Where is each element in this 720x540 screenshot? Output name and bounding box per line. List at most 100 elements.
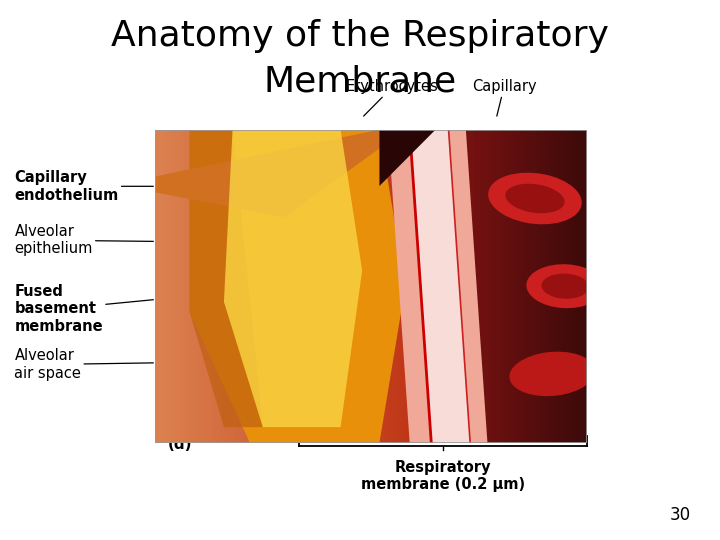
Bar xyxy=(487,130,489,443)
Bar xyxy=(328,130,329,443)
Bar xyxy=(570,130,571,443)
Bar xyxy=(544,130,545,443)
Bar xyxy=(440,130,441,443)
Bar xyxy=(270,130,271,443)
Bar xyxy=(205,130,207,443)
Bar xyxy=(218,130,220,443)
Bar xyxy=(493,130,495,443)
Bar xyxy=(271,130,273,443)
Bar xyxy=(322,130,323,443)
Bar xyxy=(508,130,509,443)
Bar xyxy=(584,130,585,443)
Bar xyxy=(489,130,490,443)
Bar xyxy=(279,130,280,443)
Bar xyxy=(572,130,574,443)
Bar xyxy=(510,130,512,443)
Bar xyxy=(398,130,400,443)
Bar xyxy=(462,130,463,443)
Bar xyxy=(405,130,407,443)
Bar xyxy=(335,130,336,443)
Bar xyxy=(415,130,417,443)
Ellipse shape xyxy=(526,264,604,308)
Bar xyxy=(562,130,564,443)
Bar xyxy=(485,130,486,443)
Bar xyxy=(512,130,513,443)
Bar xyxy=(315,130,316,443)
Bar xyxy=(172,130,174,443)
Bar xyxy=(237,130,238,443)
Bar xyxy=(277,130,279,443)
Bar xyxy=(551,130,552,443)
Bar xyxy=(525,130,526,443)
Bar xyxy=(526,130,528,443)
Bar xyxy=(286,130,287,443)
Bar xyxy=(388,130,390,443)
Bar xyxy=(282,130,283,443)
Bar xyxy=(374,130,375,443)
Bar xyxy=(459,130,460,443)
Polygon shape xyxy=(388,130,487,443)
Bar xyxy=(449,130,450,443)
Bar xyxy=(330,130,332,443)
Bar xyxy=(292,130,293,443)
Bar xyxy=(384,130,385,443)
Bar xyxy=(263,130,264,443)
Bar xyxy=(372,130,374,443)
Bar xyxy=(161,130,162,443)
Bar xyxy=(342,130,343,443)
Bar xyxy=(247,130,248,443)
Bar xyxy=(379,130,381,443)
Bar xyxy=(222,130,224,443)
Bar xyxy=(401,130,402,443)
Text: Alveolar
epithelium: Alveolar epithelium xyxy=(14,224,153,256)
Bar xyxy=(431,130,433,443)
Bar xyxy=(307,130,309,443)
Bar xyxy=(470,130,472,443)
Bar xyxy=(260,130,261,443)
Bar xyxy=(408,130,410,443)
Bar xyxy=(349,130,351,443)
Polygon shape xyxy=(189,130,405,443)
Bar xyxy=(392,130,394,443)
Bar xyxy=(423,130,424,443)
Bar xyxy=(378,130,379,443)
Bar xyxy=(169,130,171,443)
Bar xyxy=(486,130,487,443)
Bar xyxy=(571,130,572,443)
Bar xyxy=(192,130,194,443)
Bar xyxy=(343,130,345,443)
Bar xyxy=(447,130,449,443)
Bar xyxy=(179,130,181,443)
Bar xyxy=(368,130,369,443)
Bar xyxy=(339,130,341,443)
Bar xyxy=(542,130,544,443)
Bar xyxy=(290,130,292,443)
Bar xyxy=(345,130,346,443)
Bar xyxy=(240,130,241,443)
Bar xyxy=(358,130,359,443)
Bar xyxy=(450,130,451,443)
Bar xyxy=(545,130,546,443)
Bar xyxy=(516,130,518,443)
Bar xyxy=(377,130,378,443)
Bar xyxy=(564,130,565,443)
Bar xyxy=(296,130,297,443)
Bar xyxy=(483,130,485,443)
Bar xyxy=(464,130,466,443)
Bar xyxy=(567,130,568,443)
Bar xyxy=(300,130,302,443)
Bar xyxy=(355,130,356,443)
Text: Capillary
endothelium: Capillary endothelium xyxy=(14,170,153,202)
Bar xyxy=(541,130,542,443)
Bar xyxy=(198,130,199,443)
Bar xyxy=(518,130,519,443)
Bar xyxy=(420,130,421,443)
Bar xyxy=(456,130,457,443)
Bar xyxy=(273,130,274,443)
Ellipse shape xyxy=(505,184,564,213)
Bar xyxy=(248,130,250,443)
Bar xyxy=(364,130,365,443)
Bar xyxy=(283,130,284,443)
Bar xyxy=(234,130,235,443)
Bar xyxy=(318,130,319,443)
